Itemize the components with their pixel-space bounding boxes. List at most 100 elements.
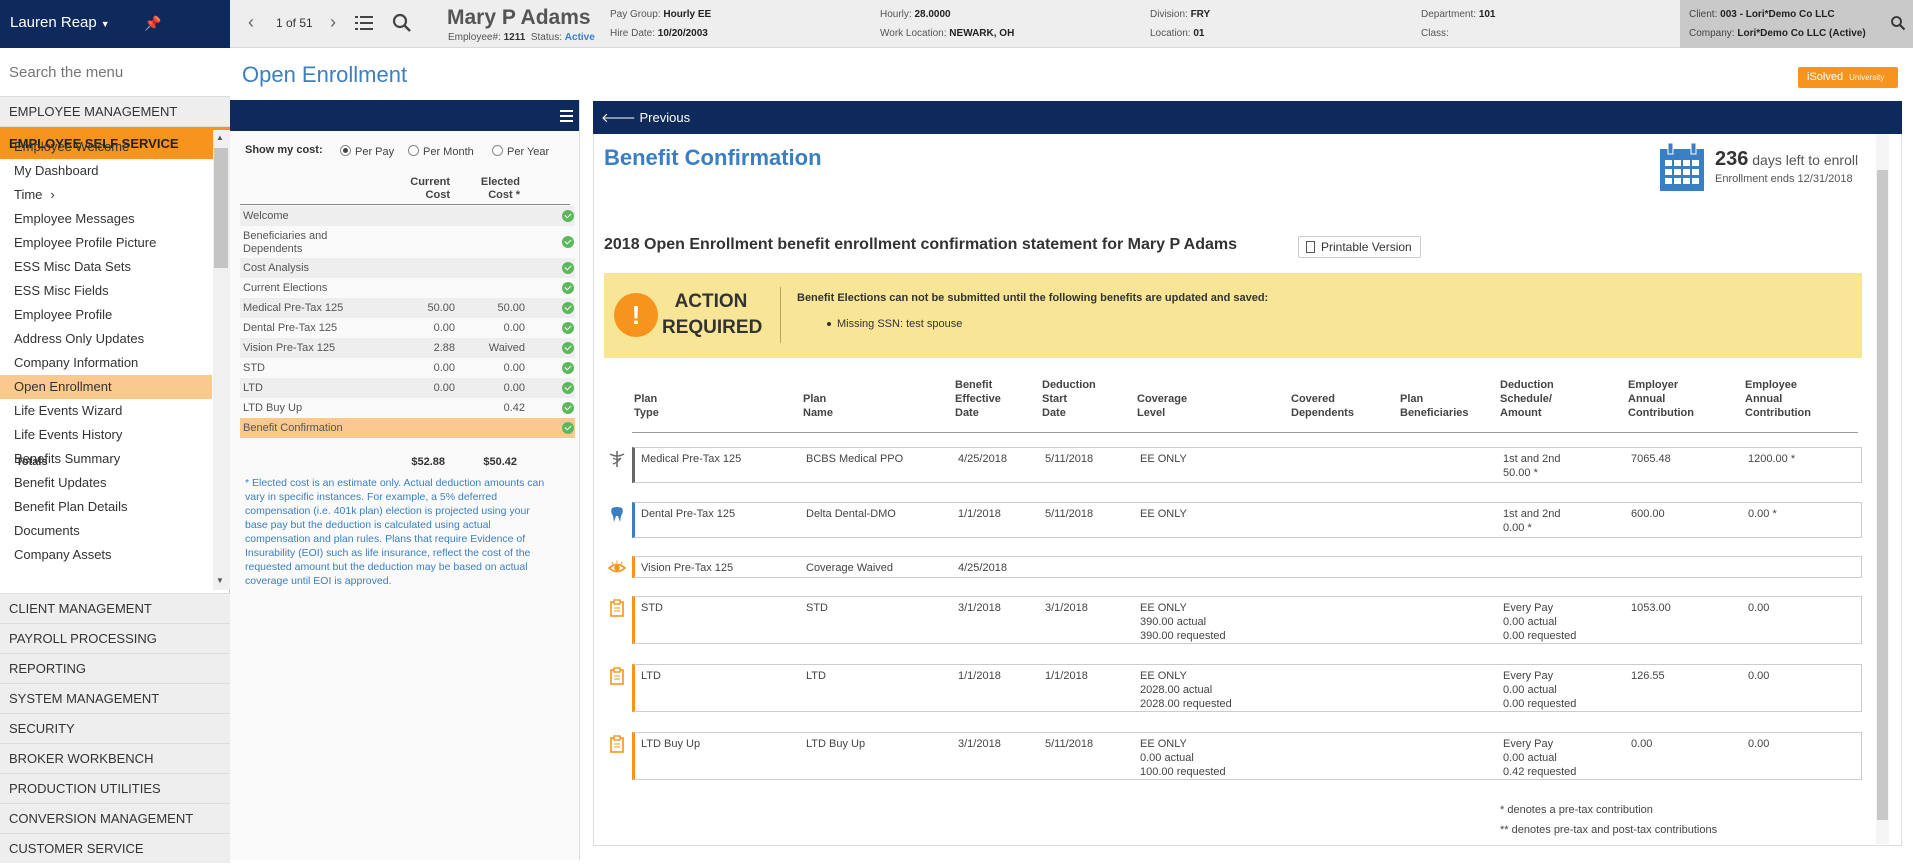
sidebar-submenu: Employee Welcome My Dashboard Time › Employe… (0, 130, 230, 590)
sidebar-item-company-information[interactable]: Company Information (0, 351, 212, 375)
content-scrollbar-thumb[interactable] (1877, 170, 1888, 820)
summary-row-name: Beneficiaries and Dependents (243, 230, 328, 255)
summary-row[interactable]: Beneficiaries and Dependents (240, 226, 575, 258)
sidebar-section-employee-management[interactable]: EMPLOYEE MANAGEMENT (0, 96, 230, 126)
sidebar-item-company-assets[interactable]: Company Assets (0, 543, 212, 567)
scroll-down-icon[interactable]: ▼ (216, 576, 224, 585)
sidebar-item-life-events-history[interactable]: Life Events History (0, 423, 212, 447)
class-info: Class: (1421, 28, 1449, 39)
employee-name: Mary P Adams (447, 6, 591, 29)
sidebar-section-payroll-processing[interactable]: PAYROLL PROCESSING (0, 623, 230, 653)
radio-per-year[interactable]: Per Year (492, 145, 549, 158)
action-item: Missing SSN: test spouse (826, 318, 963, 330)
sidebar-section-customer-service[interactable]: CUSTOMER SERVICE (0, 833, 230, 863)
summary-row[interactable]: Cost Analysis (240, 258, 575, 278)
sidebar-item-label: Life Events Wizard (14, 403, 123, 418)
next-employee-arrow-icon[interactable]: › (330, 12, 336, 32)
sidebar-item-time[interactable]: Time › (0, 183, 212, 207)
sidebar-item-employee-messages[interactable]: Employee Messages (0, 207, 212, 231)
plan-type: LTD (641, 670, 661, 682)
summary-row[interactable]: Vision Pre-Tax 125 2.88 Waived (240, 338, 575, 358)
summary-row[interactable]: LTD 0.00 0.00 (240, 378, 575, 398)
summary-row[interactable]: Medical Pre-Tax 125 50.00 50.00 (240, 298, 575, 318)
column-header: Plan Type (634, 393, 659, 419)
scroll-up-icon[interactable]: ▲ (216, 133, 224, 142)
summary-row-name: Welcome (243, 210, 289, 222)
sidebar-section-production-utilities[interactable]: PRODUCTION UTILITIES (0, 773, 230, 803)
caret-down-icon: ▼ (100, 19, 110, 29)
sidebar-item-ess-misc-fields[interactable]: ESS Misc Fields (0, 279, 212, 303)
employer-contribution: 600.00 (1631, 508, 1665, 520)
summary-row[interactable]: Benefit Confirmation (240, 418, 575, 438)
summary-row[interactable]: Current Elections (240, 278, 575, 298)
sidebar-section-broker-workbench[interactable]: BROKER WORKBENCH (0, 743, 230, 773)
sidebar-section-employee-self-service[interactable]: EMPLOYEE SELF SERVICE (0, 126, 230, 159)
deduction-start-date: 5/11/2018 (1045, 738, 1094, 750)
summary-row[interactable]: STD 0.00 0.00 (240, 358, 575, 378)
deduction-start-date: 5/11/2018 (1045, 508, 1094, 520)
sidebar-item-label: ESS Misc Fields (14, 283, 109, 298)
printable-version-button[interactable]: Printable Version (1298, 236, 1421, 258)
sidebar-item-employee-profile-picture[interactable]: Employee Profile Picture (0, 231, 212, 255)
list-icon[interactable] (355, 15, 373, 31)
check-circle-icon (562, 322, 574, 334)
previous-employee-arrow-icon[interactable]: ‹ (248, 12, 254, 32)
benefit-effective-date: 3/1/2018 (958, 738, 1001, 750)
column-header: Covered Dependents (1291, 393, 1354, 419)
sidebar-section-reporting[interactable]: REPORTING (0, 653, 230, 683)
sidebar-item-employee-profile[interactable]: Employee Profile (0, 303, 212, 327)
department-info: Department: 101 (1421, 9, 1496, 20)
sidebar-item-my-dashboard[interactable]: My Dashboard (0, 159, 212, 183)
summary-header-bar (230, 100, 579, 131)
check-circle-icon (562, 362, 574, 374)
sidebar-item-label: Address Only Updates (14, 331, 145, 346)
previous-button[interactable]: 🡐 Previous (601, 110, 691, 125)
sidebar-section-conversion-management[interactable]: CONVERSION MANAGEMENT (0, 803, 230, 833)
sidebar-item-label: Benefits Summary (14, 451, 121, 466)
plan-name: LTD Buy Up (806, 738, 866, 750)
sidebar-item-benefits-summary[interactable]: Benefits Summary (0, 447, 212, 471)
plan-type: STD (641, 602, 663, 614)
radio-per-pay[interactable]: Per Pay (340, 145, 394, 158)
action-required-title: ACTION REQUIRED (662, 291, 763, 338)
summary-row-current: 0.00 (433, 362, 455, 374)
hamburger-menu-icon[interactable] (560, 110, 573, 122)
hourly-info: Hourly: 28.0000 (880, 9, 951, 20)
client-company-box[interactable]: Client: 003 - Lori*Demo Co LLC Company: … (1680, 0, 1913, 48)
employee-contribution: 0.00 * (1748, 508, 1777, 520)
sidebar-item-label: Company Assets (14, 547, 112, 562)
user-menu-button[interactable]: Lauren Reap ▼ (10, 14, 110, 31)
summary-row-elected: 0.00 (503, 382, 525, 394)
footnote-pre-post-tax: ** denotes pre-tax and post-tax contribu… (1500, 824, 1718, 836)
summary-row-elected: 50.00 (497, 302, 525, 314)
sidebar-item-ess-misc-data-sets[interactable]: ESS Misc Data Sets (0, 255, 212, 279)
summary-row-elected: 0.00 (503, 362, 525, 374)
sidebar-item-life-events-wizard[interactable]: Life Events Wizard (0, 399, 212, 423)
summary-row[interactable]: Dental Pre-Tax 125 0.00 0.00 (240, 318, 575, 338)
hire-date-info: Hire Date: 10/20/2003 (610, 28, 708, 39)
top-bar: Lauren Reap ▼ 📌 ‹ 1 of 51 › Mary P Adams … (0, 0, 1913, 48)
submenu-scrollbar-thumb[interactable] (214, 148, 228, 268)
sidebar-section-system-management[interactable]: SYSTEM MANAGEMENT (0, 683, 230, 713)
menu-search-input[interactable] (0, 48, 230, 96)
isolved-university-button[interactable]: iSolved University (1798, 67, 1898, 88)
current-cost-header: Current Cost (410, 176, 450, 201)
sidebar-item-label: Open Enrollment (14, 379, 112, 394)
plan-name: LTD (806, 670, 826, 682)
pin-icon[interactable]: 📌 (144, 15, 162, 31)
sidebar-item-documents[interactable]: Documents (0, 519, 212, 543)
client-search-icon[interactable] (1890, 15, 1906, 31)
sidebar-item-open-enrollment[interactable]: Open Enrollment (0, 375, 212, 399)
sidebar-item-address-only-updates[interactable]: Address Only Updates (0, 327, 212, 351)
summary-row[interactable]: LTD Buy Up 0.42 (240, 398, 575, 418)
sidebar-item-benefit-plan-details[interactable]: Benefit Plan Details (0, 495, 212, 519)
benefit-effective-date: 1/1/2018 (958, 670, 1001, 682)
sidebar-item-benefit-updates[interactable]: Benefit Updates (0, 471, 212, 495)
search-icon[interactable] (392, 13, 412, 33)
sidebar-section-client-management[interactable]: CLIENT MANAGEMENT (0, 593, 230, 623)
radio-per-month[interactable]: Per Month (408, 145, 474, 158)
sidebar-section-security[interactable]: SECURITY (0, 713, 230, 743)
summary-row[interactable]: Welcome (240, 206, 575, 226)
sidebar-item-employee-welcome[interactable]: Employee Welcome (0, 135, 212, 159)
summary-divider (240, 204, 570, 205)
